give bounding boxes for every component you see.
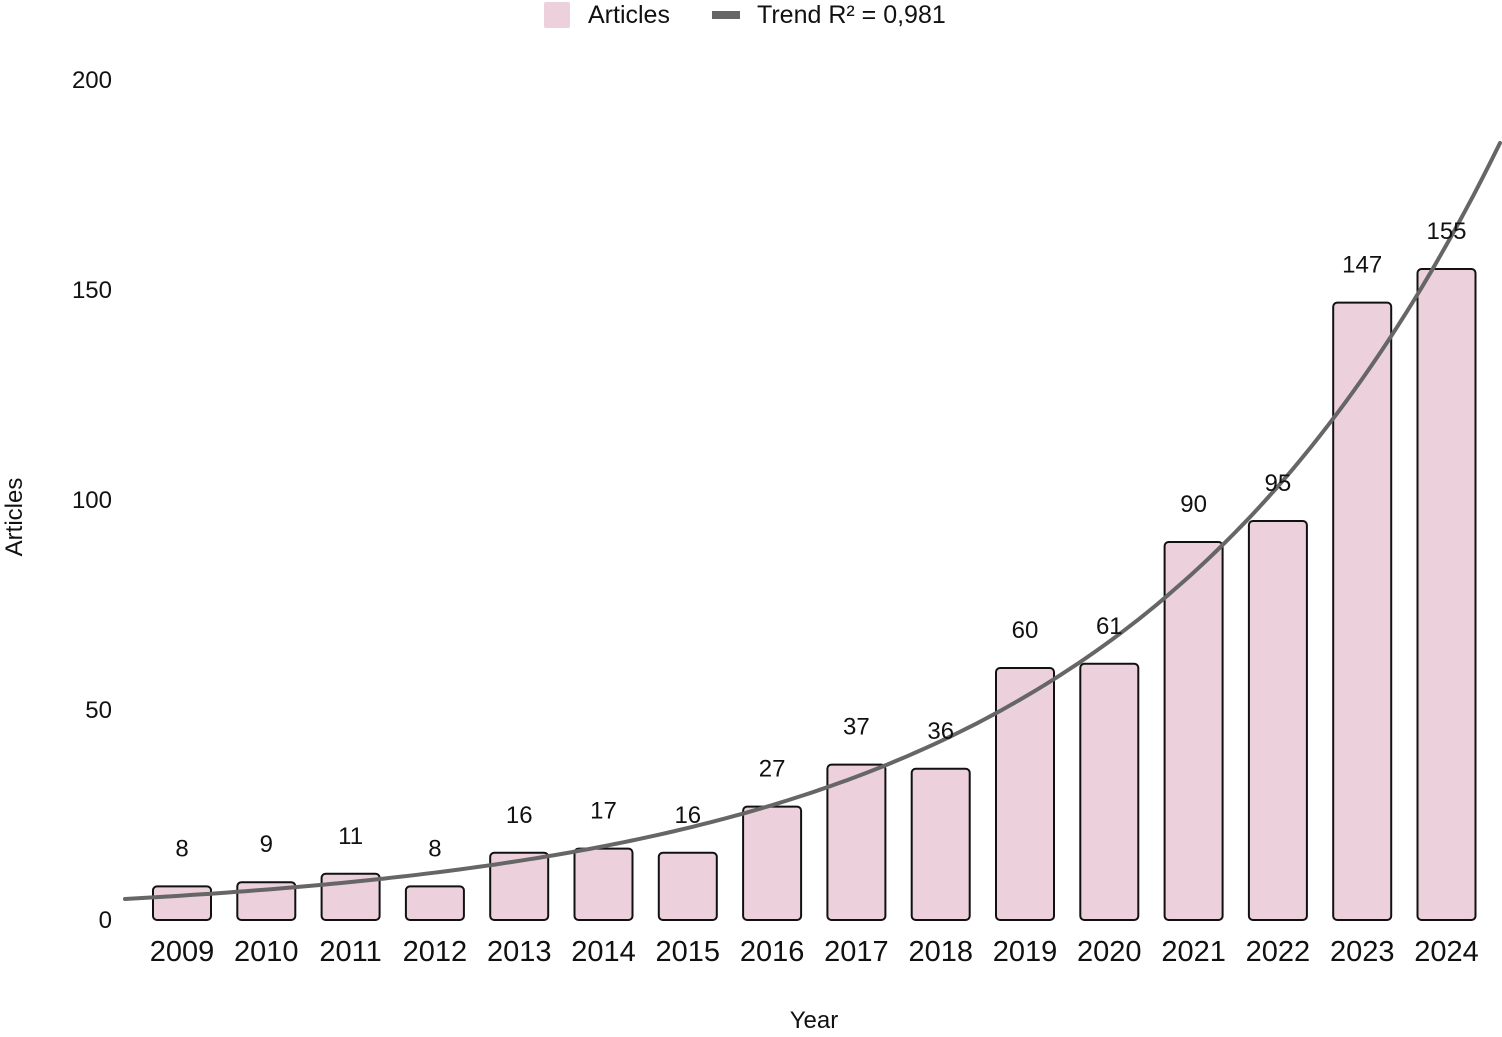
- bar-2020: [1079, 662, 1140, 921]
- trend-line: [123, 141, 1502, 901]
- x-tick-label-2009: 2009: [150, 936, 215, 968]
- bar-2013: [489, 851, 550, 921]
- bar-2009: [152, 885, 212, 922]
- data-label-2011: 11: [338, 823, 363, 850]
- x-tick-label-2018: 2018: [908, 936, 973, 968]
- y-tick-label-50: 50: [85, 697, 112, 724]
- legend-label-articles: Articles: [588, 1, 670, 29]
- data-label-2014: 17: [590, 798, 617, 825]
- data-label-2017: 37: [843, 714, 870, 741]
- x-tick-label-2016: 2016: [740, 936, 805, 968]
- data-label-2013: 16: [506, 802, 533, 829]
- bar-2019: [995, 667, 1055, 921]
- bar-2017: [826, 763, 887, 921]
- bar-2022: [1247, 520, 1308, 921]
- x-axis-title: Year: [790, 1007, 839, 1032]
- x-tick-label-2012: 2012: [403, 936, 468, 968]
- bar-2012: [404, 885, 465, 922]
- legend-label-trend: Trend R² = 0,981: [757, 1, 946, 29]
- data-label-2020: 61: [1096, 613, 1123, 640]
- data-label-2023: 147: [1342, 252, 1382, 279]
- x-tick-label-2022: 2022: [1246, 936, 1311, 968]
- y-tick-label-200: 200: [72, 67, 112, 94]
- data-label-2022: 95: [1265, 470, 1292, 497]
- bar-2021: [1163, 541, 1224, 921]
- trend-line-group: [123, 141, 1502, 901]
- y-axis-ticks: 0 50 100 150 200: [72, 67, 112, 934]
- legend: Articles Trend R² = 0,981: [544, 1, 946, 29]
- x-tick-label-2020: 2020: [1077, 936, 1142, 968]
- data-labels: 8 9 11 8 16 17 16 27 37 36 60 61 90 95 147 155: [175, 218, 1466, 862]
- x-axis-ticks: 2009 2010 2011 2012 2013 2014 2015 2016 2017 2018…: [150, 936, 1479, 968]
- bar-2023: [1332, 301, 1393, 922]
- data-label-2015: 16: [674, 802, 701, 829]
- data-label-2018: 36: [927, 718, 954, 745]
- bar-2024: [1416, 268, 1477, 921]
- x-tick-label-2024: 2024: [1414, 936, 1479, 968]
- data-label-2021: 90: [1180, 491, 1207, 518]
- legend-swatch-trend: [712, 11, 740, 19]
- x-tick-label-2014: 2014: [571, 936, 636, 968]
- data-label-2012: 8: [428, 835, 441, 862]
- x-tick-label-2023: 2023: [1330, 936, 1395, 968]
- x-tick-label-2010: 2010: [234, 936, 299, 968]
- x-tick-label-2021: 2021: [1161, 936, 1226, 968]
- data-label-2019: 60: [1012, 617, 1039, 644]
- y-axis-title: Articles: [1, 478, 28, 557]
- y-tick-label-150: 150: [72, 277, 112, 304]
- bars: [152, 268, 1477, 922]
- x-tick-label-2019: 2019: [993, 936, 1058, 968]
- data-label-2009: 8: [175, 835, 188, 862]
- bar-2016: [742, 805, 803, 921]
- y-tick-label-0: 0: [99, 907, 112, 934]
- data-label-2016: 27: [759, 756, 786, 783]
- data-label-2024: 155: [1426, 218, 1466, 245]
- y-tick-label-100: 100: [72, 487, 112, 514]
- x-tick-label-2011: 2011: [319, 936, 381, 968]
- x-tick-label-2015: 2015: [656, 936, 721, 968]
- legend-swatch-articles: [544, 2, 570, 28]
- bar-2018: [910, 767, 971, 921]
- x-tick-label-2017: 2017: [824, 936, 889, 968]
- bar-2014: [573, 847, 634, 921]
- x-tick-label-2013: 2013: [487, 936, 552, 968]
- bar-2015: [657, 851, 718, 921]
- data-label-2010: 9: [260, 831, 273, 858]
